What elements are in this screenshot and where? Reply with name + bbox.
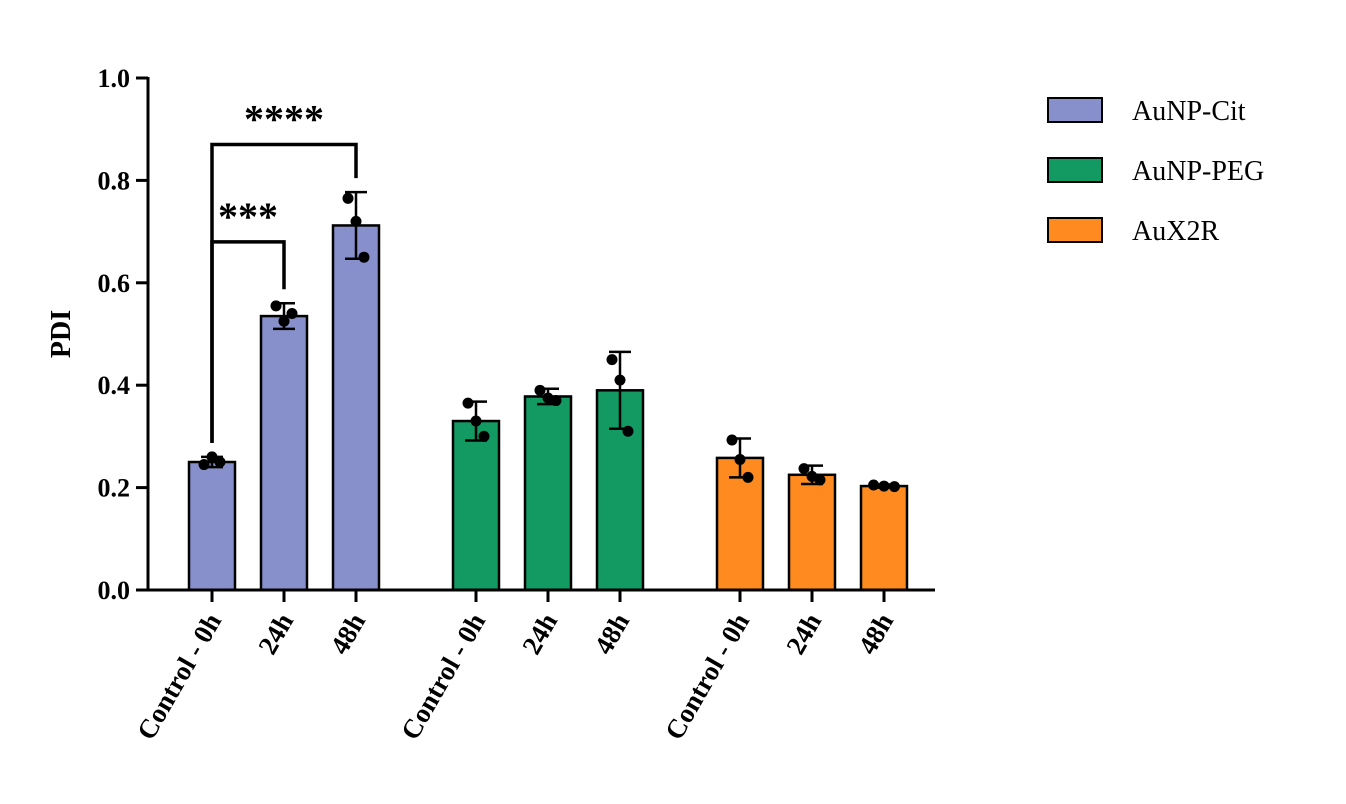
x-tick-label-2-0: Control - 0h (659, 608, 755, 745)
data-point-2-2-1 (878, 480, 890, 492)
data-point-2-2-2 (888, 481, 900, 493)
x-tick-label-0-2: 48h (324, 608, 371, 659)
y-tick-label-5: 1.0 (98, 64, 131, 93)
legend-label-0: AuNP-Cit (1132, 96, 1246, 127)
data-point-1-0-2 (478, 430, 490, 442)
data-point-0-0-2 (214, 456, 226, 468)
bar-0-1 (259, 314, 309, 592)
y-tick-label-0: 0.0 (98, 576, 131, 605)
bar-2-1 (787, 473, 837, 592)
y-tick-label-2: 0.4 (98, 371, 131, 400)
data-point-0-1-0 (270, 300, 282, 312)
x-tick-label-0-0: Control - 0h (131, 608, 227, 745)
data-point-2-0-2 (742, 471, 754, 483)
data-point-2-0-0 (726, 434, 738, 446)
legend-swatch-1 (1047, 157, 1103, 183)
bar-1-0 (451, 419, 501, 592)
bar-0-0 (187, 460, 237, 592)
data-point-1-1-2 (550, 395, 562, 407)
data-point-1-2-1 (614, 374, 626, 386)
bar-1-1 (523, 395, 573, 592)
x-tick-label-2-2: 48h (852, 608, 899, 659)
x-tick-label-1-1: 24h (516, 608, 563, 659)
legend-swatch-0 (1047, 97, 1103, 123)
data-point-0-2-2 (358, 251, 370, 263)
data-point-2-1-2 (814, 474, 826, 486)
significance-label-1: *** (218, 194, 278, 239)
data-point-1-2-0 (606, 354, 618, 366)
y-tick-label-3: 0.6 (98, 269, 131, 298)
data-point-0-0-1 (206, 451, 218, 463)
data-point-1-2-2 (622, 425, 634, 437)
data-point-1-0-1 (470, 415, 482, 427)
data-point-0-1-2 (286, 308, 298, 320)
legend-label-1: AuNP-PEG (1132, 156, 1264, 187)
bar-0-2 (331, 224, 381, 592)
data-point-2-2-0 (868, 479, 880, 491)
data-point-0-2-1 (350, 215, 362, 227)
x-tick-label-1-2: 48h (588, 608, 635, 659)
data-point-0-2-0 (342, 192, 354, 204)
y-tick-label-4: 0.8 (98, 166, 131, 195)
data-point-0-0-0 (198, 459, 210, 471)
x-tick-label-2-1: 24h (780, 608, 827, 659)
significance-bracket-1 (210, 240, 286, 443)
y-axis-title: PDI (46, 310, 77, 358)
legend-label-2: AuX2R (1132, 216, 1219, 247)
significance-label-0: **** (244, 97, 324, 142)
data-point-1-0-0 (462, 397, 474, 409)
legend-swatch-2 (1047, 217, 1103, 243)
data-point-0-1-1 (278, 315, 290, 327)
x-tick-label-0-1: 24h (252, 608, 299, 659)
data-point-1-1-0 (534, 384, 546, 396)
data-point-2-0-1 (734, 453, 746, 465)
bar-2-2 (859, 484, 909, 592)
x-tick-label-1-0: Control - 0h (395, 608, 491, 745)
y-tick-label-1: 0.2 (98, 474, 131, 503)
data-point-2-1-0 (798, 463, 810, 475)
